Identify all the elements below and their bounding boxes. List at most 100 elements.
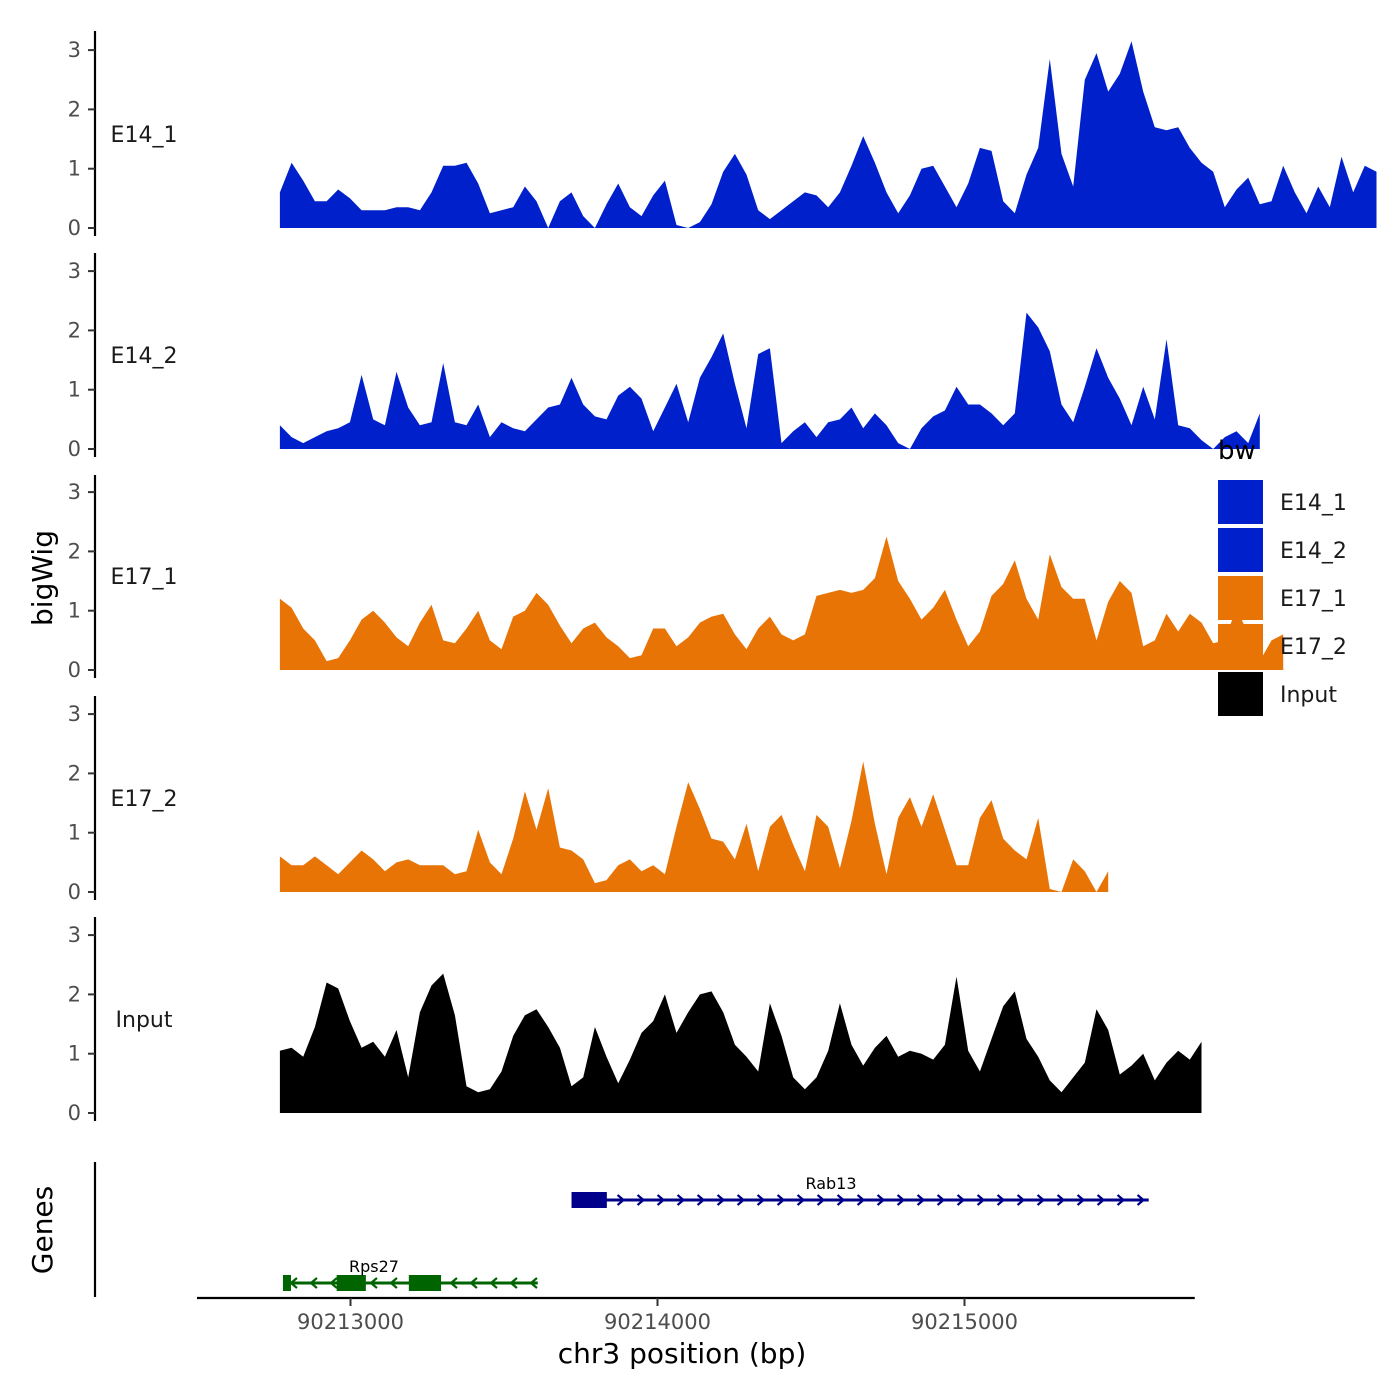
- x-tick-label: 90214000: [604, 1310, 711, 1334]
- legend-key-Input: [1218, 672, 1263, 716]
- signal-area-E17_1: [279, 536, 1284, 670]
- track-Input: 0 1 2 3 Input: [68, 917, 1202, 1125]
- y-tick-label: 0: [68, 658, 81, 682]
- x-axis: 90213000 90214000 90215000: [197, 1296, 1195, 1334]
- gene-Rps27: Rps27: [282, 1257, 538, 1291]
- y-tick-label: 2: [68, 318, 81, 342]
- strand-arrow: [676, 1194, 686, 1206]
- x-tick-label: 90213000: [297, 1310, 404, 1334]
- strand-arrow: [1016, 1194, 1026, 1206]
- legend-key-E17_2: [1218, 624, 1263, 668]
- y-tick-label: 0: [68, 1101, 81, 1125]
- strand-arrow: [756, 1194, 766, 1206]
- strand-arrow: [876, 1194, 886, 1206]
- signal-area-E14_1: [279, 41, 1377, 229]
- legend-label-E14_2: E14_2: [1280, 539, 1347, 564]
- strand-arrow: [489, 1277, 498, 1289]
- strand-arrow: [1096, 1194, 1106, 1206]
- strand-arrow: [1116, 1194, 1126, 1206]
- track-E17_1: 0 1 2 3 E17_1: [68, 475, 1284, 682]
- legend-label-E17_2: E17_2: [1280, 635, 1347, 660]
- y-tick-label: 0: [68, 880, 81, 904]
- y-tick-label: 2: [68, 761, 81, 785]
- exon-box: [408, 1275, 442, 1291]
- x-tick-label: 90215000: [911, 1310, 1018, 1334]
- legend-key-E14_1: [1218, 480, 1263, 524]
- track-E17_2: 0 1 2 3 E17_2: [68, 696, 1109, 904]
- strand-arrow: [816, 1194, 826, 1206]
- y-tick-label: 1: [68, 378, 81, 402]
- y-tick-label: 1: [68, 821, 81, 845]
- y-tick-label: 1: [68, 1042, 81, 1066]
- strand-arrow: [976, 1194, 986, 1206]
- gene-track: Rps27 Rab13: [93, 1162, 1149, 1297]
- gene-label-Rab13: Rab13: [805, 1174, 856, 1193]
- y-tick-label: 2: [68, 539, 81, 563]
- track-E14_1: 0 1 2 3 E14_1: [68, 31, 1377, 240]
- signal-tracks: 0 1 2 3 E14_1 0 1 2 3 E14_2 0 1 2 3 E17_1 0 1 2 3 E17_2 0 1 2 3…: [68, 31, 1377, 1125]
- strand-arrow: [836, 1194, 846, 1206]
- x-axis-title: chr3 position (bp): [558, 1337, 807, 1370]
- y-axis-title-genes: Genes: [26, 1186, 59, 1274]
- strand-arrow: [616, 1194, 626, 1206]
- strand-arrow: [896, 1194, 906, 1206]
- track-label-E14_2: E14_2: [111, 344, 178, 369]
- y-tick-label: 3: [68, 923, 81, 947]
- y-tick-label: 3: [68, 259, 81, 283]
- strand-arrow: [796, 1194, 806, 1206]
- signal-area-Input: [279, 973, 1202, 1113]
- track-label-Input: Input: [116, 1008, 173, 1033]
- strand-arrow: [716, 1194, 726, 1206]
- legend-title: bw: [1218, 436, 1256, 466]
- exon-box: [336, 1275, 366, 1291]
- signal-area-E17_2: [279, 761, 1109, 892]
- track-E14_2: 0 1 2 3 E14_2: [68, 253, 1260, 461]
- exon-box: [571, 1192, 607, 1208]
- strand-arrow: [469, 1277, 478, 1289]
- y-tick-label: 2: [68, 97, 81, 121]
- exon-box: [282, 1275, 291, 1291]
- strand-arrow: [1136, 1194, 1146, 1206]
- strand-arrow: [916, 1194, 926, 1206]
- legend-key-E14_2: [1218, 528, 1263, 572]
- y-tick-label: 1: [68, 599, 81, 623]
- strand-arrow: [509, 1277, 518, 1289]
- y-tick-label: 3: [68, 480, 81, 504]
- strand-arrow: [776, 1194, 786, 1206]
- legend-label-Input: Input: [1280, 683, 1337, 708]
- track-label-E17_2: E17_2: [111, 787, 178, 812]
- strand-arrow: [656, 1194, 666, 1206]
- strand-arrow: [529, 1277, 538, 1289]
- strand-arrow: [449, 1277, 458, 1289]
- strand-arrow: [1036, 1194, 1046, 1206]
- strand-arrow: [936, 1194, 946, 1206]
- strand-arrow: [389, 1277, 398, 1289]
- strand-arrow: [956, 1194, 966, 1206]
- strand-arrow: [1056, 1194, 1066, 1206]
- y-tick-label: 2: [68, 982, 81, 1006]
- track-label-E17_1: E17_1: [111, 565, 178, 590]
- track-label-E14_1: E14_1: [111, 123, 178, 148]
- strand-arrow: [309, 1277, 318, 1289]
- strand-arrow: [1076, 1194, 1086, 1206]
- y-tick-label: 1: [68, 157, 81, 181]
- strand-arrow: [329, 1277, 338, 1289]
- gene-Rab13: Rab13: [571, 1174, 1149, 1208]
- legend-key-E17_1: [1218, 576, 1263, 620]
- y-tick-label: 0: [68, 216, 81, 240]
- gene-label-Rps27: Rps27: [349, 1257, 399, 1276]
- strand-arrow: [696, 1194, 706, 1206]
- strand-arrow: [856, 1194, 866, 1206]
- y-tick-label: 3: [68, 38, 81, 62]
- y-tick-label: 0: [68, 437, 81, 461]
- legend-label-E14_1: E14_1: [1280, 491, 1347, 516]
- strand-arrow: [736, 1194, 746, 1206]
- strand-arrow: [996, 1194, 1006, 1206]
- legend: bw E14_1 E14_2 E17_1 E17_2 Input: [1218, 436, 1347, 716]
- signal-area-E14_2: [279, 312, 1260, 449]
- y-tick-label: 3: [68, 702, 81, 726]
- y-axis-title-bigwig: bigWig: [26, 530, 59, 626]
- legend-label-E17_1: E17_1: [1280, 587, 1347, 612]
- strand-arrow: [369, 1277, 378, 1289]
